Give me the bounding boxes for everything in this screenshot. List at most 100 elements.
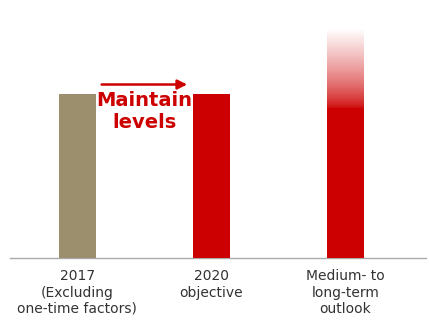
Bar	[327, 212, 364, 213]
Bar	[327, 234, 364, 235]
Bar	[327, 153, 364, 154]
Bar	[327, 201, 364, 202]
Bar	[327, 140, 364, 141]
Bar	[327, 143, 364, 144]
Bar	[327, 215, 364, 216]
Bar	[327, 139, 364, 140]
Bar	[327, 141, 364, 142]
Bar	[327, 67, 364, 68]
Bar	[327, 204, 364, 205]
Bar	[327, 202, 364, 203]
Bar	[327, 34, 364, 35]
Bar	[327, 106, 364, 107]
Bar	[193, 94, 230, 258]
Bar	[327, 207, 364, 208]
Bar	[327, 151, 364, 152]
Bar	[327, 78, 364, 79]
Bar	[327, 105, 364, 106]
Bar	[327, 107, 364, 108]
Bar	[327, 33, 364, 34]
Bar	[327, 87, 364, 88]
Bar	[327, 182, 364, 183]
Bar	[327, 147, 364, 148]
Bar	[327, 72, 364, 73]
Bar	[327, 142, 364, 143]
Bar	[327, 172, 364, 173]
Bar	[58, 94, 96, 258]
Bar	[327, 238, 364, 239]
Bar	[327, 37, 364, 38]
Bar	[327, 159, 364, 160]
Bar	[327, 190, 364, 191]
Bar	[327, 157, 364, 158]
Bar	[327, 244, 364, 245]
Bar	[327, 237, 364, 238]
Bar	[327, 211, 364, 212]
Bar	[327, 64, 364, 65]
Bar	[327, 98, 364, 99]
Bar	[327, 209, 364, 210]
Bar	[327, 156, 364, 157]
Bar	[327, 90, 364, 91]
Bar	[327, 132, 364, 133]
Bar	[327, 228, 364, 229]
Bar	[327, 205, 364, 206]
Bar	[327, 89, 364, 90]
Bar	[327, 113, 364, 114]
Bar	[327, 208, 364, 209]
Bar	[327, 73, 364, 74]
Bar	[327, 44, 364, 45]
Bar	[327, 88, 364, 89]
Bar	[327, 199, 364, 200]
Bar	[327, 93, 364, 94]
Bar	[327, 79, 364, 80]
Bar	[327, 197, 364, 198]
Bar	[327, 99, 364, 100]
Bar	[327, 148, 364, 149]
Bar	[327, 177, 364, 178]
Bar	[327, 129, 364, 130]
Bar	[327, 55, 364, 56]
Bar	[327, 163, 364, 164]
Bar	[327, 120, 364, 121]
Bar	[327, 213, 364, 214]
Bar	[327, 221, 364, 222]
Bar	[327, 35, 364, 36]
Bar	[327, 39, 364, 40]
Bar	[327, 158, 364, 159]
Bar	[327, 193, 364, 194]
Bar	[327, 91, 364, 92]
Bar	[327, 83, 364, 84]
Bar	[327, 242, 364, 243]
Bar	[327, 77, 364, 78]
Bar	[327, 42, 364, 43]
Bar	[327, 124, 364, 125]
Bar	[327, 248, 364, 249]
Bar	[327, 57, 364, 58]
Bar	[327, 206, 364, 207]
Bar	[327, 176, 364, 177]
Bar	[327, 81, 364, 82]
Bar	[327, 30, 364, 31]
Bar	[327, 29, 364, 30]
Bar	[327, 100, 364, 101]
Bar	[327, 61, 364, 62]
Bar	[327, 200, 364, 201]
Bar	[327, 49, 364, 50]
Bar	[327, 246, 364, 247]
Bar	[327, 191, 364, 192]
Bar	[327, 253, 364, 254]
Bar	[327, 149, 364, 150]
Bar	[327, 232, 364, 233]
Bar	[327, 50, 364, 51]
Bar	[327, 183, 364, 184]
Bar	[327, 171, 364, 172]
Bar	[327, 144, 364, 145]
Bar	[327, 48, 364, 49]
Bar	[327, 217, 364, 218]
Bar	[327, 231, 364, 232]
Bar	[327, 121, 364, 122]
Bar	[327, 155, 364, 156]
Bar	[327, 218, 364, 219]
Bar	[327, 65, 364, 66]
